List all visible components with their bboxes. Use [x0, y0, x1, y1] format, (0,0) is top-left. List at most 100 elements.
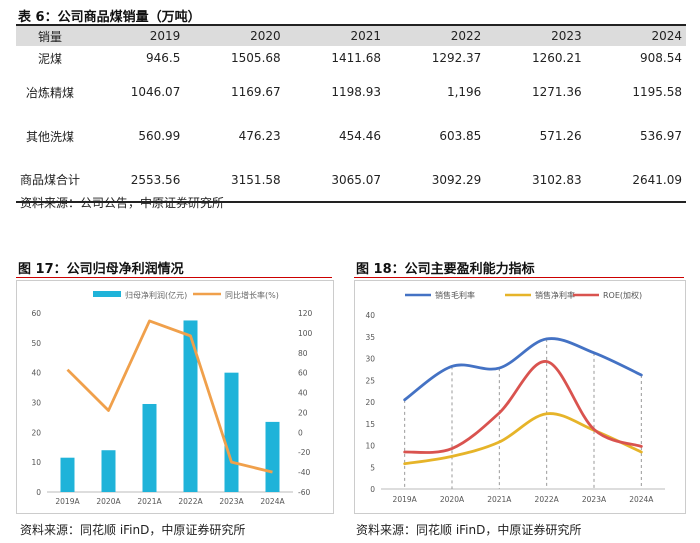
- table-cell: 3102.83: [532, 172, 582, 187]
- fig17-caption: 图 17：公司归母净利润情况: [18, 262, 184, 277]
- y-tick-label: 35: [365, 333, 375, 342]
- legend-label: 销售毛利率: [435, 290, 475, 300]
- table-cell: 1292.37: [431, 51, 482, 65]
- fig18-caption: 图 18：公司主要盈利能力指标: [356, 262, 535, 277]
- y2-tick-label: -40: [298, 468, 310, 477]
- bar-profit: [60, 457, 75, 492]
- y2-tick-label: -60: [298, 488, 310, 497]
- series-line: [403, 360, 643, 454]
- y-tick-label: 40: [31, 369, 41, 378]
- fig17-chart: 归母净利润(亿元) 同比增长率(%) 0 10 20 30 40 50 60 -60 -40 -20 0…: [31, 290, 313, 506]
- table-cell: 1271.36: [532, 85, 582, 99]
- y-tick-label: 0: [370, 485, 375, 494]
- table-row: 其他洗煤 560.99 476.23 454.46 603.85 571.26 …: [16, 114, 686, 158]
- y2-tick-label: -20: [298, 448, 310, 457]
- y2-tick-label: 100: [298, 329, 313, 338]
- row-label: 其他洗煤: [25, 129, 74, 144]
- header-cell: 2021: [284, 25, 385, 46]
- y-tick-label: 5: [370, 463, 375, 472]
- row-label: 冶炼精煤: [25, 85, 74, 100]
- table-cell: 476.23: [238, 129, 281, 143]
- y-tick-label: 0: [36, 488, 41, 497]
- y2-tick-label: 0: [298, 428, 303, 437]
- legend-label: 销售净利率: [535, 290, 575, 300]
- y-tick-label: 10: [31, 458, 41, 467]
- x-tick-label: 2020A: [440, 495, 465, 504]
- x-tick-label: 2023A: [219, 497, 244, 506]
- y2-tick-label: 60: [298, 369, 308, 378]
- table-cell: 536.97: [640, 129, 682, 143]
- fig17-panel: 归母净利润(亿元) 同比增长率(%) 0 10 20 30 40 50 60 -60 -40 -20 0…: [16, 280, 334, 514]
- table-row: 冶炼精煤 1046.07 1169.67 1198.93 1,196 1271.…: [16, 70, 686, 114]
- table-cell: 3151.58: [231, 172, 281, 187]
- table-cell: 1,196: [446, 85, 482, 99]
- table-cell: 454.46: [338, 129, 381, 143]
- table-row: 商品煤合计 2553.56 3151.58 3065.07 3092.29 31…: [16, 158, 686, 202]
- series-line: [403, 337, 643, 402]
- x-tick-label: 2021A: [487, 495, 512, 504]
- table-cell: 560.99: [138, 129, 181, 143]
- y-tick-label: 20: [365, 398, 375, 407]
- table-cell: 1198.93: [331, 85, 381, 99]
- x-tick-label: 2020A: [96, 497, 121, 506]
- x-tick-label: 2021A: [137, 497, 162, 506]
- table-cell: 1505.68: [231, 51, 281, 65]
- y-tick-label: 40: [365, 311, 375, 320]
- header-cell: 2020: [184, 25, 285, 46]
- fig17-rule: [16, 277, 332, 278]
- line-growth: [66, 319, 273, 474]
- y-tick-label: 60: [31, 309, 41, 318]
- x-tick-label: 2022A: [178, 497, 203, 506]
- x-tick-label: 2022A: [535, 495, 560, 504]
- y-tick-label: 10: [365, 442, 375, 451]
- fig18-rule: [354, 277, 684, 278]
- y-tick-label: 30: [365, 355, 375, 364]
- header-cell: 2019: [84, 25, 185, 46]
- x-tick-label: 2024A: [260, 497, 285, 506]
- y2-tick-label: 80: [298, 349, 308, 358]
- bar-profit: [142, 403, 157, 492]
- table-caption: 表 6：公司商品煤销量（万吨）: [18, 10, 201, 25]
- table-cell: 603.85: [439, 129, 482, 143]
- table-cell: 908.54: [640, 51, 682, 65]
- fig18-source: 资料来源：同花顺 iFinD，中原证券研究所: [356, 523, 582, 537]
- bar-profit: [101, 450, 116, 492]
- bar-profit: [265, 421, 280, 492]
- y-tick-label: 25: [365, 376, 375, 385]
- y2-tick-label: 20: [298, 408, 308, 417]
- legend-label: ROE(加权): [603, 290, 642, 300]
- legend-label-growth: 同比增长率(%): [225, 290, 279, 300]
- table-cell: 2641.09: [632, 172, 682, 187]
- bar-profit: [183, 320, 198, 492]
- table-cell: 1411.68: [331, 51, 381, 65]
- table-cell: 1046.07: [130, 85, 181, 99]
- x-tick-label: 2024A: [629, 495, 654, 504]
- x-tick-label: 2019A: [55, 497, 80, 506]
- fig17-source: 资料来源：同花顺 iFinD，中原证券研究所: [20, 523, 246, 537]
- legend-label-profit: 归母净利润(亿元): [125, 290, 187, 300]
- table-cell: 946.5: [145, 51, 181, 65]
- row-label: 商品煤合计: [20, 173, 81, 187]
- y-tick-label: 15: [365, 420, 375, 429]
- fig18-chart: 销售毛利率 销售净利率 ROE(加权) 0 5 10 15 20 25 30 35 40 2019A 20…: [365, 290, 665, 504]
- table-cell: 3065.07: [331, 172, 381, 187]
- y-tick-label: 50: [31, 339, 41, 348]
- y2-tick-label: 120: [298, 309, 313, 318]
- y2-tick-label: 40: [298, 389, 308, 398]
- legend-swatch-profit: [93, 291, 121, 297]
- coal-sales-table: 销量 2019 2020 2021 2022 2023 2024 泥煤 946.…: [16, 24, 686, 203]
- table-source: 资料来源：公司公告，中原证券研究所: [20, 196, 225, 210]
- header-cell: 2024: [585, 25, 686, 46]
- fig18-panel: 销售毛利率 销售净利率 ROE(加权) 0 5 10 15 20 25 30 35 40 2019A 20…: [354, 280, 686, 514]
- y-tick-label: 20: [31, 428, 41, 437]
- header-cell: 2023: [485, 25, 586, 46]
- table-cell: 1260.21: [532, 51, 582, 65]
- x-tick-label: 2023A: [582, 495, 607, 504]
- bar-profit: [224, 372, 239, 492]
- table-cell: 3092.29: [431, 172, 482, 187]
- y-tick-label: 30: [31, 399, 41, 408]
- row-label: 泥煤: [37, 51, 62, 66]
- table-row: 泥煤 946.5 1505.68 1411.68 1292.37 1260.21…: [16, 46, 686, 70]
- table-cell: 2553.56: [130, 172, 181, 187]
- x-tick-label: 2019A: [393, 495, 418, 504]
